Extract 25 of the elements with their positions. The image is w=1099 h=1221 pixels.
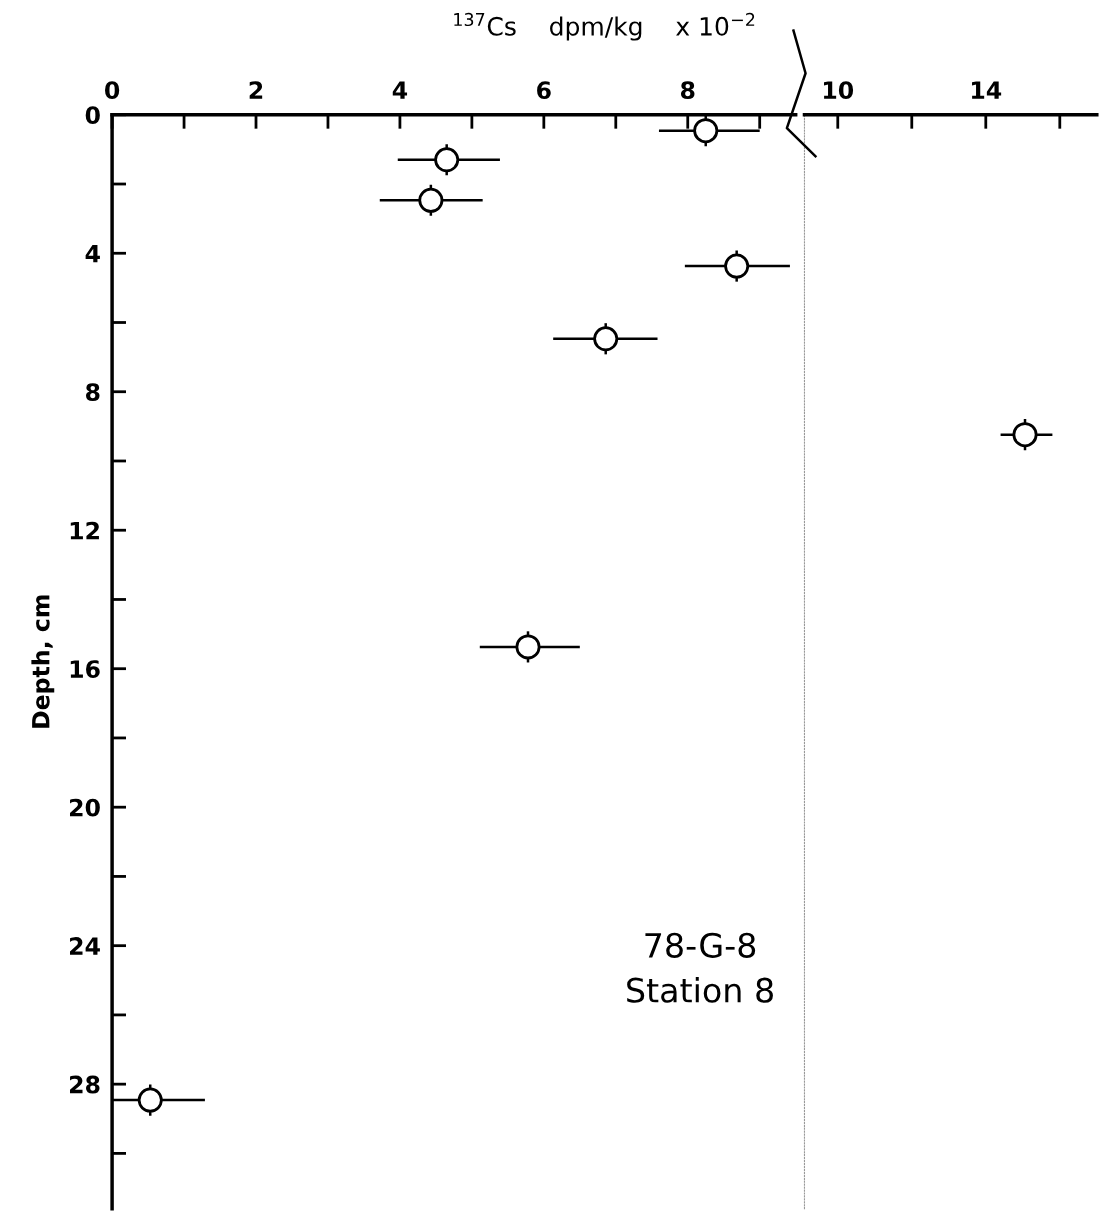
x-tick-label: 10 [824,81,854,100]
point [593,326,619,352]
x-axis-title: $^{137}$Cs dpm/kg x 10$^{−2}$ [454,12,755,41]
y-tick-label: 16 [70,660,100,679]
x-tick-label: 8 [680,81,695,100]
y-tick-label: 20 [70,798,100,817]
point [418,187,444,213]
y-tick-label: 28 [70,1075,100,1094]
point [434,147,460,173]
y-tick-label: 8 [86,383,100,402]
annotation: 78-G-8 Station 8 [627,932,773,1003]
point [137,1087,163,1113]
x-tick-label: 6 [537,81,551,100]
y-axis-title: Depth, cm [31,595,55,728]
x-tick-label: 14 [972,81,1002,99]
y-tick-label: 24 [70,937,100,955]
point [724,253,750,279]
x-tick-label: 0 [105,81,120,100]
y-tick-label: 4 [85,245,100,263]
y-tick-label: 12 [70,521,99,540]
point [693,118,719,144]
x-tick-label: 2 [249,81,263,99]
y-tick-label: 0 [85,106,100,125]
x-tick-label: 4 [392,81,408,99]
point [515,634,541,660]
